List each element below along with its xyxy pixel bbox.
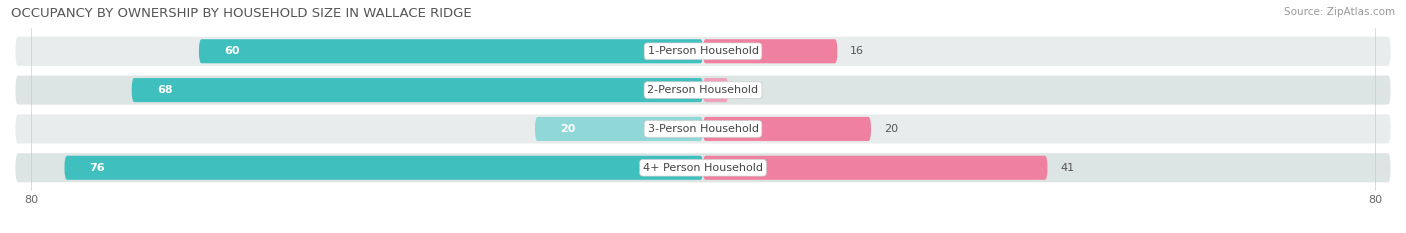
FancyBboxPatch shape xyxy=(132,78,703,102)
Text: 16: 16 xyxy=(851,46,865,56)
Text: 20: 20 xyxy=(560,124,575,134)
FancyBboxPatch shape xyxy=(703,39,838,63)
FancyBboxPatch shape xyxy=(14,35,1392,67)
Text: 3-Person Household: 3-Person Household xyxy=(648,124,758,134)
FancyBboxPatch shape xyxy=(14,74,1392,106)
FancyBboxPatch shape xyxy=(14,113,1392,145)
Text: 0: 0 xyxy=(741,85,748,95)
Text: 76: 76 xyxy=(90,163,105,173)
Text: 41: 41 xyxy=(1060,163,1074,173)
FancyBboxPatch shape xyxy=(703,78,728,102)
Text: 60: 60 xyxy=(224,46,239,56)
FancyBboxPatch shape xyxy=(14,152,1392,184)
Text: Source: ZipAtlas.com: Source: ZipAtlas.com xyxy=(1284,7,1395,17)
FancyBboxPatch shape xyxy=(534,117,703,141)
Text: 4+ Person Household: 4+ Person Household xyxy=(643,163,763,173)
Text: 1-Person Household: 1-Person Household xyxy=(648,46,758,56)
FancyBboxPatch shape xyxy=(65,156,703,180)
Text: OCCUPANCY BY OWNERSHIP BY HOUSEHOLD SIZE IN WALLACE RIDGE: OCCUPANCY BY OWNERSHIP BY HOUSEHOLD SIZE… xyxy=(11,7,472,20)
FancyBboxPatch shape xyxy=(703,156,1047,180)
Text: 20: 20 xyxy=(883,124,898,134)
FancyBboxPatch shape xyxy=(703,117,872,141)
Text: 2-Person Household: 2-Person Household xyxy=(647,85,759,95)
Text: 68: 68 xyxy=(157,85,173,95)
FancyBboxPatch shape xyxy=(198,39,703,63)
